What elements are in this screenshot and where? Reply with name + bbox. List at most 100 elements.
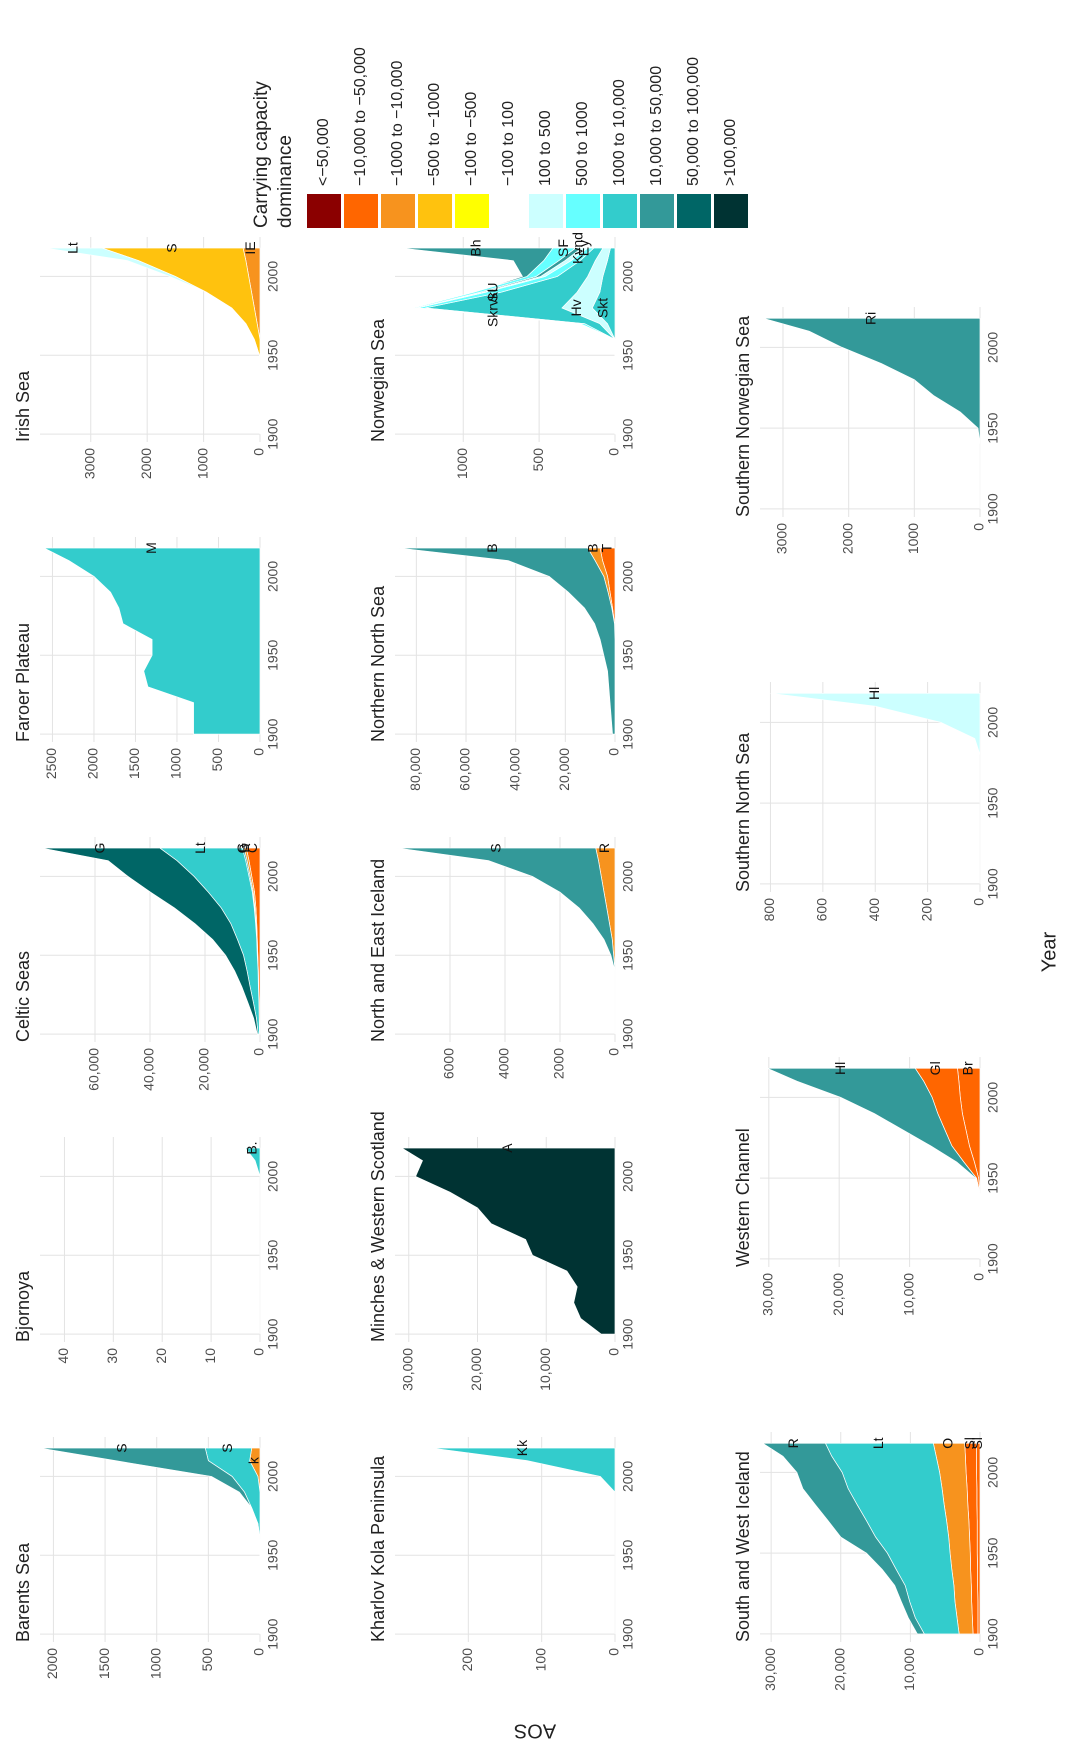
series-label: G	[91, 843, 107, 854]
x-tick-label: 1900	[265, 1318, 281, 1349]
panel-title: North and East Iceland	[368, 859, 388, 1042]
y-tick-label: 3000	[774, 523, 790, 554]
x-tick-label: 1900	[620, 1618, 636, 1649]
x-tick-label: 2000	[265, 1161, 281, 1192]
x-tick-label: 1950	[620, 639, 636, 670]
y-tick-label: 0	[251, 1348, 267, 1356]
series-label: O	[940, 1438, 956, 1449]
panel-title: Norwegian Sea	[368, 318, 388, 442]
y-tick-label: 10	[202, 1348, 218, 1364]
legend-label: −500 to −1000	[426, 83, 443, 186]
area	[761, 1442, 925, 1635]
legend-label: −10,000 to −50,000	[352, 47, 369, 186]
panel: Celtic Seas 0 20,000 40,000 60,000 1900 1950 20…	[13, 837, 281, 1091]
x-tick-label: 1950	[620, 339, 636, 370]
y-tick-label: 6000	[441, 1048, 457, 1079]
legend-label: 10,000 to 50,000	[648, 66, 665, 186]
x-tick-label: 1900	[985, 1243, 1001, 1274]
x-tick-label: 2000	[620, 561, 636, 592]
y-tick-label: 100	[532, 1648, 548, 1672]
y-tick-label: 20,000	[556, 748, 572, 791]
x-tick-label: 2000	[620, 861, 636, 892]
y-tick-label: 30,000	[399, 1348, 415, 1391]
x-tick-label: 2000	[265, 1461, 281, 1492]
area	[770, 692, 981, 884]
x-tick-label: 2000	[620, 1461, 636, 1492]
y-tick-label: 1000	[194, 448, 210, 479]
x-tick-label: 1950	[985, 412, 1001, 443]
legend-label: −100 to 100	[500, 101, 517, 186]
legend-label: 1000 to 10,000	[611, 79, 628, 186]
y-tick-label: 0	[971, 1648, 987, 1656]
area	[431, 1447, 616, 1635]
y-tick-label: 10,000	[901, 1648, 917, 1691]
series-label: S	[219, 1443, 235, 1452]
legend-title: dominance	[275, 135, 296, 228]
y-tick-label: 80,000	[407, 748, 423, 791]
series-label: Bh	[468, 239, 484, 256]
y-tick-label: 1000	[168, 748, 184, 779]
y-tick-label: 500	[530, 448, 546, 472]
y-tick-label: 0	[606, 1048, 622, 1056]
panel: North and East Iceland 0 2000 4000 6000 1900 1…	[368, 837, 636, 1079]
y-tick-label: 2000	[85, 748, 101, 779]
y-tick-label: 20,000	[196, 1048, 212, 1091]
x-tick-label: 2000	[985, 707, 1001, 738]
y-tick-label: 500	[209, 748, 225, 772]
legend-swatch	[381, 194, 415, 228]
area	[45, 247, 261, 435]
series-label: G	[234, 843, 250, 854]
x-tick-label: 1950	[265, 1539, 281, 1570]
y-tick-label: 3000	[81, 448, 97, 479]
series-label: Skrvkl	[484, 289, 500, 327]
legend-swatch	[529, 194, 563, 228]
legend-swatch	[455, 194, 489, 228]
panel-title: Celtic Seas	[13, 951, 33, 1042]
legend: Carrying capacity dominance <−50,000 −10,00…	[251, 47, 748, 228]
y-tick-label: 30,000	[760, 1273, 776, 1316]
x-tick-label: 1900	[620, 1018, 636, 1049]
series-label: S	[487, 843, 503, 852]
panel: Southern Norwegian Sea 0 1000 2000 3000 1900 1…	[733, 307, 1001, 554]
x-tick-label: 1950	[265, 639, 281, 670]
x-tick-label: 2000	[985, 1082, 1001, 1113]
x-tick-label: 1900	[265, 718, 281, 749]
area	[400, 1147, 616, 1335]
series-label: R	[785, 1438, 801, 1448]
series-label: SF	[555, 239, 571, 257]
panel: Northern North Sea 0 20,000 40,000 60,000 80,…	[368, 537, 636, 791]
panel-title: Bjornoya	[13, 1270, 33, 1342]
y-tick-label: 1000	[147, 1648, 163, 1679]
panel-title: Faroer Plateau	[13, 623, 33, 742]
area	[43, 547, 261, 735]
series-label: Ey	[575, 240, 591, 256]
y-tick-label: 10,000	[900, 1273, 916, 1316]
x-axis-label: Year	[1038, 931, 1060, 972]
series-label: B	[585, 543, 601, 552]
legend-label: −1000 to −10,000	[389, 60, 406, 186]
series-label: Br	[959, 1061, 975, 1075]
series-label: R	[596, 843, 612, 853]
x-tick-label: 1900	[620, 718, 636, 749]
legend-label: −100 to −500	[463, 92, 480, 186]
y-tick-label: 2000	[138, 448, 154, 479]
x-tick-label: 1950	[620, 1239, 636, 1270]
series-label: Gl	[927, 1061, 943, 1075]
legend-swatch	[418, 194, 452, 228]
series-label: Skt	[594, 298, 610, 318]
x-tick-label: 2000	[265, 861, 281, 892]
x-tick-label: 1900	[985, 868, 1001, 899]
series-label: A	[499, 1143, 515, 1153]
series-label: Hl	[866, 687, 882, 700]
y-tick-label: 0	[251, 1648, 267, 1656]
x-tick-label: 1950	[985, 787, 1001, 818]
legend-label: >100,000	[722, 119, 739, 186]
legend-swatch	[307, 194, 341, 228]
area	[398, 547, 616, 735]
y-tick-label: 2000	[551, 1048, 567, 1079]
panel-title: Minches & Western Scotland	[368, 1111, 388, 1342]
y-tick-label: 20,000	[468, 1348, 484, 1391]
x-tick-label: 1900	[265, 1618, 281, 1649]
series-label: T	[598, 543, 614, 552]
